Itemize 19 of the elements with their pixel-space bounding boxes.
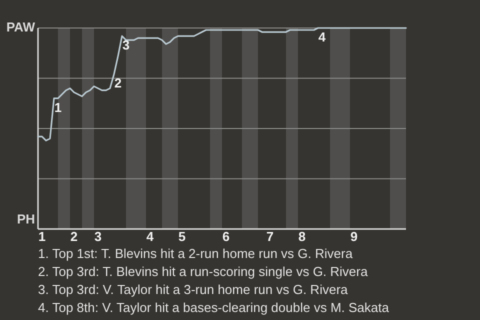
x-tick-label: 2 <box>70 229 78 244</box>
annotation: 4 <box>318 29 326 44</box>
x-tick-label: 4 <box>146 229 154 244</box>
x-tick-label: 3 <box>94 229 102 244</box>
text: 3. Top 3rd: V. Taylor hit a 3-run home run vs G. Rivera <box>38 282 349 297</box>
annotation: 2 <box>114 76 122 91</box>
x-axis-title: PH <box>16 211 35 226</box>
x-tick-label: 6 <box>222 229 230 244</box>
x-tick-label: 5 <box>178 229 186 244</box>
text: 1. Top 1st: T. Blevins hit a 2-run home run vs G. Rivera <box>38 246 354 261</box>
text: 4. Top 8th: V. Taylor hit a bases-clearing double vs M. Sakata <box>38 300 390 315</box>
x-tick-label: 8 <box>298 229 306 244</box>
x-tick-label: 7 <box>266 229 274 244</box>
x-tick-label: 1 <box>38 229 46 244</box>
annotation: 3 <box>122 37 130 52</box>
x-tick-label: 9 <box>350 229 358 244</box>
text: 2. Top 3rd: T. Blevins hit a run-scoring single vs G. Rivera <box>38 264 368 279</box>
annotation: 1 <box>54 100 62 115</box>
y-axis-title: PAW <box>6 19 36 34</box>
